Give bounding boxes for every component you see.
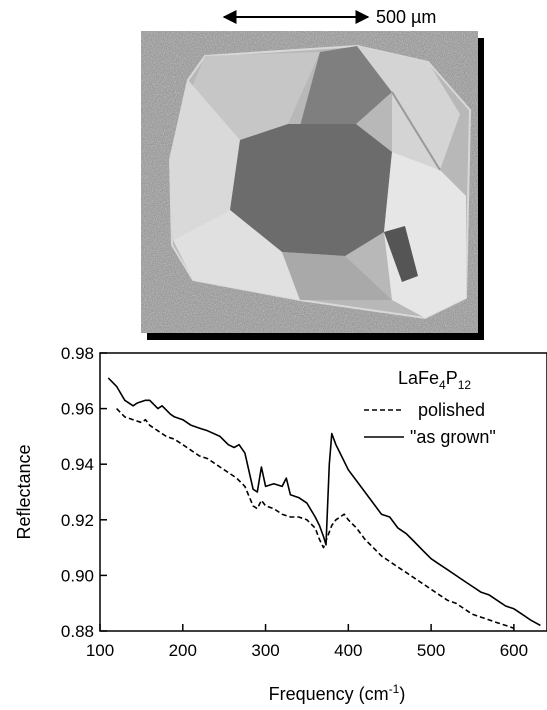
facet-bottom-center (282, 252, 392, 300)
y-axis-label: Reflectance (14, 444, 34, 539)
y-tick-label: 0.90 (61, 566, 94, 585)
y-tick-label: 0.92 (61, 511, 94, 530)
legend-label-as-grown: "as grown" (410, 427, 496, 447)
x-tick-label: 500 (417, 641, 445, 660)
x-tick-label: 100 (86, 641, 114, 660)
legend: LaFe4P12 polished "as grown" (364, 368, 496, 447)
y-tick-label: 0.88 (61, 622, 94, 641)
series-layer (107, 377, 541, 629)
y-axis: 0.88 0.90 0.92 0.94 0.96 0.98 (61, 344, 107, 641)
facet-top-right (357, 46, 460, 170)
facet-bottom-left (173, 210, 300, 300)
x-tick-label: 300 (251, 641, 279, 660)
y-tick-label: 0.98 (61, 344, 94, 363)
facet-notch (384, 226, 418, 282)
facet-top-left (190, 52, 320, 140)
facet-edge-line (391, 91, 441, 171)
x-tick-label: 600 (500, 641, 528, 660)
crystal (168, 44, 472, 320)
crystal-photo: 500 µm (141, 7, 484, 340)
x-axis: 100 200 300 400 500 600 (86, 624, 528, 660)
reflectance-chart: 0.88 0.90 0.92 0.94 0.96 0.98 100 200 300 400 500… (14, 344, 547, 704)
x-tick-label: 400 (334, 641, 362, 660)
x-tick-label: 200 (169, 641, 197, 660)
legend-title: LaFe4P12 (398, 368, 471, 392)
x-axis-label: Frequency (cm-1) (269, 682, 406, 704)
plot-frame (99, 352, 547, 632)
y-tick-label: 0.96 (61, 400, 94, 419)
facet-center (230, 124, 392, 256)
facet-left (170, 80, 240, 240)
series-polished-line (116, 408, 515, 629)
legend-label-polished: polished (418, 400, 485, 420)
scale-bar-label: 500 µm (376, 7, 436, 27)
series-as-grown-line (107, 377, 541, 627)
facet-top-center (300, 46, 392, 126)
y-tick-label: 0.94 (61, 455, 94, 474)
